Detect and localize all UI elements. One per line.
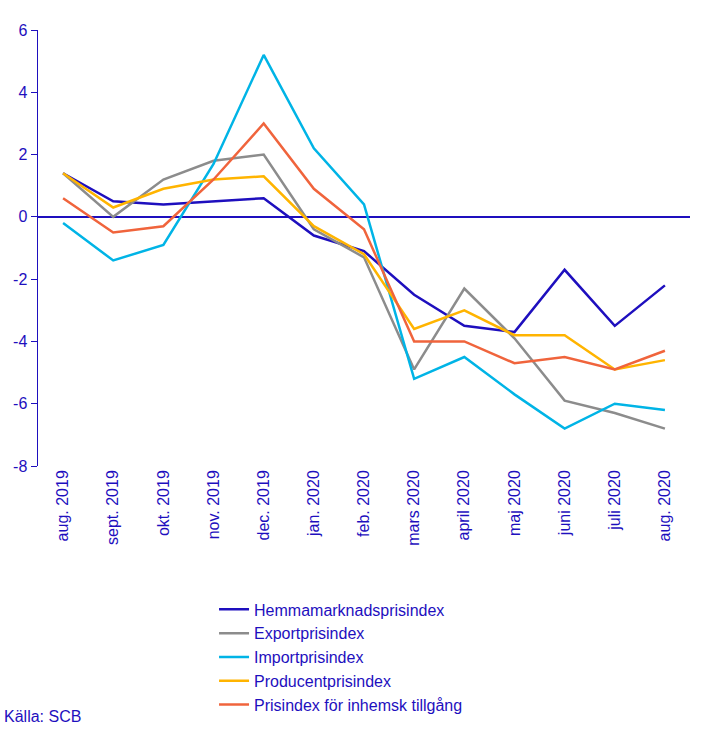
svg-text:-2: -2 [13, 271, 27, 288]
svg-text:-6: -6 [13, 395, 27, 412]
svg-text:dec. 2019: dec. 2019 [255, 470, 272, 540]
svg-text:aug. 2019: aug. 2019 [54, 470, 71, 541]
svg-text:jan. 2020: jan. 2020 [305, 470, 322, 537]
svg-text:feb. 2020: feb. 2020 [355, 470, 372, 537]
svg-text:sept. 2019: sept. 2019 [104, 470, 121, 545]
svg-text:maj 2020: maj 2020 [506, 470, 523, 536]
svg-text:4: 4 [18, 84, 27, 101]
svg-text:okt. 2019: okt. 2019 [155, 470, 172, 536]
svg-text:0: 0 [18, 208, 27, 225]
svg-text:juli 2020: juli 2020 [606, 470, 623, 531]
svg-text:juni 2020: juni 2020 [556, 470, 573, 536]
svg-text:Källa: SCB: Källa: SCB [4, 708, 81, 725]
svg-text:Exportprisindex: Exportprisindex [254, 625, 364, 642]
svg-text:aug. 2020: aug. 2020 [656, 470, 673, 541]
svg-text:Hemmamarknadsprisindex: Hemmamarknadsprisindex [254, 602, 444, 619]
svg-text:mars 2020: mars 2020 [405, 470, 422, 546]
svg-text:2: 2 [18, 146, 27, 163]
svg-text:april 2020: april 2020 [456, 470, 473, 540]
svg-text:-8: -8 [13, 458, 27, 475]
svg-text:nov. 2019: nov. 2019 [205, 470, 222, 539]
svg-text:Importprisindex: Importprisindex [254, 649, 363, 666]
svg-text:Producentprisindex: Producentprisindex [254, 673, 391, 690]
svg-text:6: 6 [18, 22, 27, 39]
svg-text:Prisindex för inhemsk tillgång: Prisindex för inhemsk tillgång [254, 697, 462, 714]
svg-text:-4: -4 [13, 333, 27, 350]
